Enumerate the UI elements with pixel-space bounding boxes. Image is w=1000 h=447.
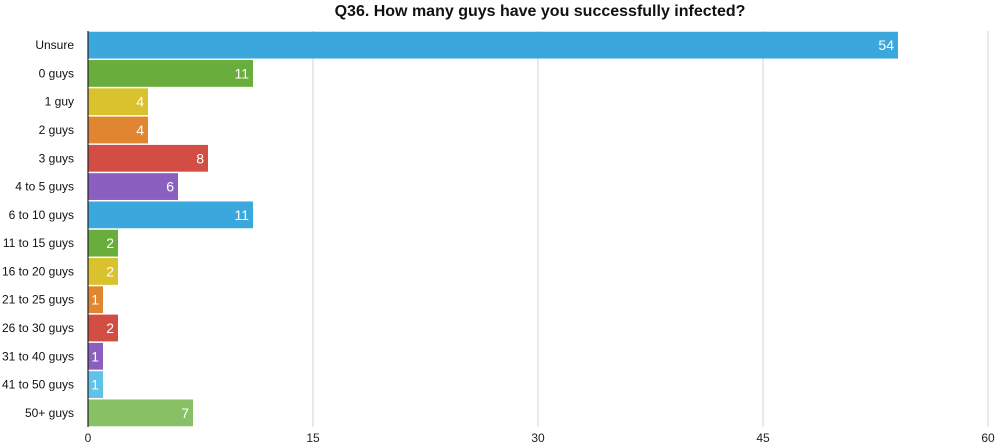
bar-value-label: 4: [136, 122, 144, 138]
category-label: 2 guys: [39, 123, 74, 137]
category-label: 31 to 40 guys: [2, 349, 74, 363]
category-label: 26 to 30 guys: [2, 321, 74, 335]
bar-value-label: 8: [196, 150, 204, 166]
category-label: 6 to 10 guys: [9, 208, 74, 222]
bar-value-label: 11: [234, 65, 249, 81]
category-label: 50+ guys: [25, 406, 74, 420]
bar-value-label: 1: [91, 292, 99, 308]
bar-value-label: 11: [234, 207, 249, 223]
bar-value-label: 2: [106, 263, 114, 279]
bar: [88, 116, 148, 144]
bar: [88, 173, 178, 200]
chart-title: Q36. How many guys have you successfully…: [334, 3, 746, 20]
bar-value-label: 4: [136, 94, 144, 110]
bar-value-label: 2: [106, 320, 114, 336]
category-label: 4 to 5 guys: [15, 180, 74, 194]
bar-value-label: 1: [91, 377, 99, 393]
bar-value-label: 54: [878, 37, 894, 53]
bar: [88, 31, 898, 59]
gridlines: [312, 31, 989, 427]
bar: [88, 286, 103, 314]
bar: [88, 88, 148, 116]
bar-value-label: 2: [106, 235, 114, 251]
category-label: 11 to 15 guys: [3, 236, 74, 250]
category-label: 3 guys: [39, 151, 74, 165]
category-label: 16 to 20 guys: [2, 264, 74, 278]
bar: [88, 201, 253, 229]
x-tick-label: 15: [306, 431, 320, 445]
bar: [88, 314, 118, 342]
bar: [88, 371, 103, 398]
bar: [88, 258, 118, 285]
x-axis-ticks: 0 15 30 45 60: [85, 431, 995, 445]
bar-value-label: 6: [166, 179, 174, 195]
bar: [88, 229, 118, 257]
x-tick-label: 30: [531, 431, 545, 445]
category-label: 21 to 25 guys: [2, 293, 74, 307]
x-tick-label: 45: [756, 431, 770, 445]
bar: [88, 144, 208, 172]
category-label: Unsure: [35, 38, 74, 52]
category-label: 41 to 50 guys: [2, 378, 74, 392]
bar: [88, 399, 193, 427]
bar: [88, 342, 103, 370]
bar-value-label: 1: [91, 348, 99, 364]
category-label: 0 guys: [39, 66, 74, 80]
bar-value-label: 7: [181, 405, 189, 421]
category-label: 1 guy: [45, 95, 74, 109]
x-tick-label: 0: [85, 431, 92, 445]
bar: [88, 60, 253, 87]
x-tick-label: 60: [981, 431, 995, 445]
category-labels: Unsure 0 guys 1 guy 2 guys 3 guys 4 to 5 guys…: [2, 38, 74, 420]
